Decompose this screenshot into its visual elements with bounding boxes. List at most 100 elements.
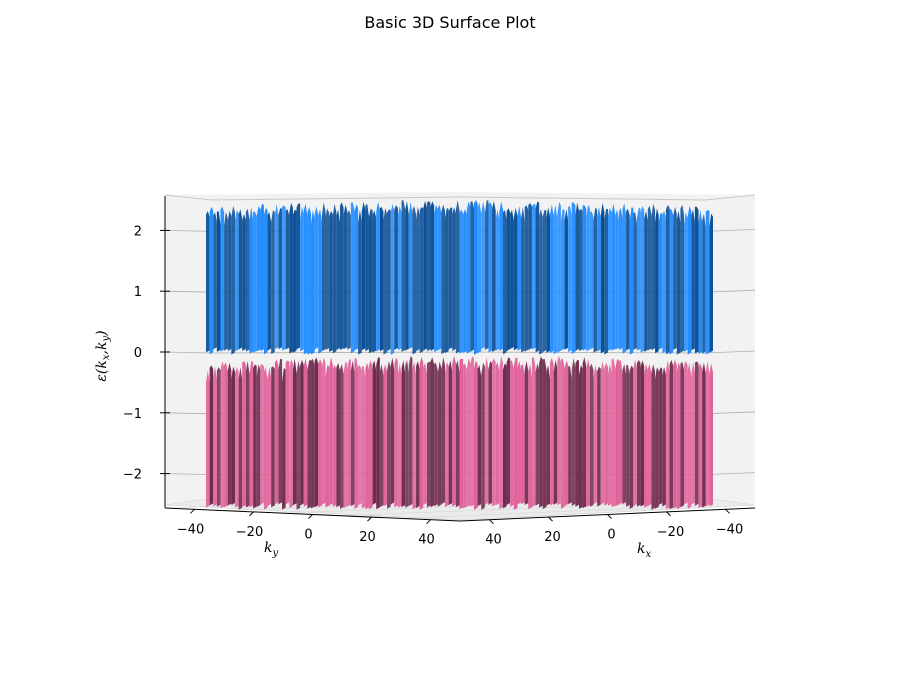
surface-lower-facet (662, 367, 666, 507)
surface-upper-facet (249, 206, 254, 354)
surface-upper-facet (209, 206, 214, 355)
surface-lower-facet (271, 366, 275, 508)
surface-upper-facet (611, 203, 616, 351)
surface-upper-facet (607, 207, 612, 352)
surface-lower-facet (289, 359, 293, 509)
surface-lower-facet (499, 356, 503, 510)
surface-lower-facet (296, 360, 301, 510)
surface-upper-facet (626, 208, 630, 351)
surface-lower-facet (571, 358, 576, 506)
z-tick-label: −2 (123, 468, 142, 483)
surface-lower-facet (300, 359, 304, 506)
surface-lower-facet (416, 361, 420, 508)
surface-lower-facet (702, 362, 706, 508)
surface-lower-facet (318, 359, 322, 508)
surface-upper-facet (528, 202, 532, 350)
surface-lower-facet (513, 357, 518, 510)
surface-upper-facet (311, 209, 315, 355)
surface-upper-facet (419, 206, 424, 354)
surface-lower-facet (216, 367, 221, 507)
surface-upper-facet (231, 205, 235, 355)
surface-upper-facet (593, 207, 598, 353)
surface-upper-facet (274, 204, 279, 350)
surface-upper-facet (633, 212, 637, 351)
surface-lower-facet (459, 358, 464, 510)
x-tick-mark (666, 511, 671, 517)
surface-upper-facet (423, 200, 427, 351)
surface-lower-facet (644, 363, 648, 508)
surface-lower-facet (238, 367, 243, 510)
surface-lower-facet (350, 360, 355, 507)
surface-lower-facet (604, 362, 608, 506)
surface-lower-facet (669, 359, 674, 510)
surface-upper-facet (379, 206, 384, 352)
surface-lower-facet (492, 358, 496, 507)
surface-lower-facet (607, 363, 612, 506)
surface-lower-facet (589, 363, 594, 507)
surface-lower-facet (434, 362, 438, 507)
surface-upper-facet (358, 209, 362, 355)
surface-lower-facet (579, 365, 583, 509)
surface-lower-facet (278, 358, 283, 505)
z-axis-ticks: 2 1 0 −1 −2 (123, 224, 170, 483)
surface-lower-facet (484, 356, 489, 505)
surface-upper-facet (339, 202, 344, 350)
surface-upper-facet (521, 207, 525, 353)
surface-upper-facet (387, 209, 391, 352)
y-tick-mark (249, 511, 254, 517)
surface-upper-facet (702, 213, 706, 354)
surface-upper-facet (597, 206, 601, 352)
surface-upper-facet (426, 200, 431, 352)
surface-lower-facet (220, 361, 225, 509)
surface-upper-facet (698, 210, 703, 354)
surface-upper-facet (589, 211, 594, 350)
surface-lower-facet (372, 360, 377, 505)
chart-title: Basic 3D Surface Plot (364, 13, 535, 32)
surface-lower-facet (213, 366, 217, 507)
surface-lower-facet (365, 363, 369, 510)
surface-upper-facet (495, 209, 500, 351)
surface-upper-facet (665, 204, 670, 355)
surface-lower-facet (256, 364, 261, 507)
surface-upper-facet (600, 202, 605, 354)
x-tick-label: −20 (657, 525, 684, 540)
surface-lower-facet (441, 356, 446, 505)
surface-upper-facet (336, 209, 340, 351)
surface-upper-facet (271, 209, 275, 355)
surface-lower-facet (626, 364, 630, 507)
surface-upper-facet (224, 211, 228, 351)
surface-lower-facet (368, 360, 373, 510)
surface-lower-facet (542, 359, 547, 510)
surface-lower-facet (292, 358, 297, 506)
y-tick-mark (190, 508, 195, 514)
surface-upper-facet (253, 211, 257, 353)
surface-upper-facet (238, 209, 243, 350)
surface-upper-facet (260, 203, 264, 352)
surface-lower-facet (680, 361, 685, 508)
surface-lower-facet (698, 363, 703, 508)
surface-lower-facet (383, 364, 388, 507)
surface-lower-facet (303, 358, 308, 507)
surface-upper-facet (655, 208, 659, 354)
surface-upper-facet (546, 207, 551, 353)
surface-lower-facet (709, 363, 713, 507)
surface-lower-facet (615, 359, 619, 507)
surface-upper-facet (318, 209, 322, 354)
y-axis-label: ky (264, 540, 278, 559)
surface-upper-facet (640, 205, 645, 353)
surface-upper-facet (658, 212, 663, 350)
surface-lower-facet (231, 366, 235, 505)
surface-upper-facet (325, 208, 330, 350)
surface-lower-facet (390, 357, 395, 505)
surface-upper-facet (463, 209, 467, 354)
surface-upper-facet (303, 203, 308, 355)
surface-lower-facet (307, 360, 312, 509)
x-axis-ticks: 40 20 0 −20 −40 (485, 508, 743, 548)
surface-upper-facet (445, 207, 449, 354)
x-tick-mark (489, 519, 494, 525)
surface-upper-facet (651, 203, 656, 351)
surface-upper-facet (394, 205, 398, 350)
surface-lower-facet (535, 363, 540, 506)
surface-lower-facet (379, 364, 384, 508)
y-tick-mark (308, 514, 313, 519)
